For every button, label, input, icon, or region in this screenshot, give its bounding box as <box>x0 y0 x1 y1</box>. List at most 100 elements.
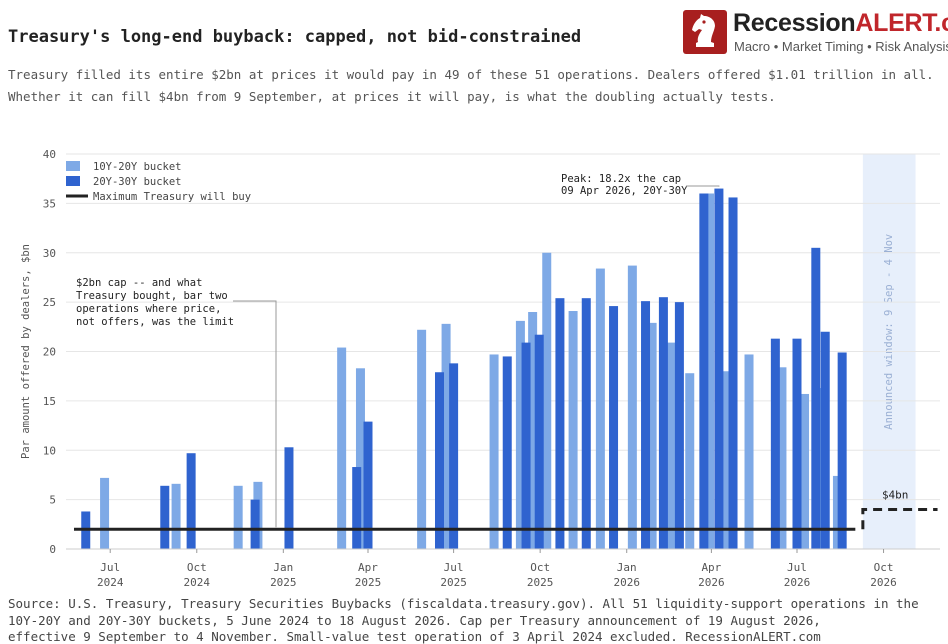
x-tick-label: Apr <box>358 561 378 574</box>
bar-10y-20y <box>337 347 347 549</box>
y-tick-label: 10 <box>43 444 56 457</box>
x-tick-label: Oct <box>874 561 894 574</box>
window-label: Announced window: 9 Sep - 4 Nov <box>883 234 895 430</box>
cap-note-leader <box>233 300 277 528</box>
x-tick-year-label: 2026 <box>784 576 811 589</box>
bar-20y-30y <box>449 363 459 549</box>
y-tick-label: 15 <box>43 395 56 408</box>
bar-10y-20y <box>647 322 657 549</box>
x-tick-label: Jul <box>444 561 464 574</box>
x-tick-year-label: 2026 <box>870 576 897 589</box>
brand-logo[interactable]: RecessionALERT.com Macro • Market Timing… <box>683 9 948 58</box>
bar-20y-30y <box>609 306 619 549</box>
y-tick-label: 35 <box>43 197 56 210</box>
legend: 10Y-20Y bucket 20Y-30Y bucket Maximum Trea… <box>66 161 251 203</box>
bar-10y-20y <box>627 265 637 549</box>
x-tick-label: Jan <box>273 561 293 574</box>
bar-20y-30y <box>770 338 780 549</box>
legend-swatch-20y-30y <box>66 176 80 186</box>
bar-10y-20y <box>800 393 810 549</box>
x-tick-label: Jul <box>100 561 120 574</box>
bar-20y-30y <box>521 342 531 549</box>
bar-20y-30y <box>728 197 738 549</box>
x-tick-year-label: 2024 <box>184 576 211 589</box>
x-tick-year-label: 2026 <box>698 576 725 589</box>
bar-10y-20y <box>441 323 451 549</box>
bar-10y-20y <box>542 252 552 549</box>
legend-label: 10Y-20Y bucket <box>93 161 182 173</box>
new-cap-line <box>861 508 938 530</box>
peak-note-leader <box>686 185 720 187</box>
brand-name-accent: ALERT.com <box>855 9 948 37</box>
source-line-1: Source: U.S. Treasury, Treasury Securiti… <box>8 596 919 611</box>
bar-10y-20y <box>233 485 243 549</box>
y-tick-label: 0 <box>49 543 56 556</box>
cap-note-text: $2bn cap -- and what <box>76 277 202 289</box>
bar-10y-20y <box>417 329 427 549</box>
x-tick-year-label: 2024 <box>97 576 124 589</box>
bar-20y-30y <box>555 298 565 549</box>
bar-20y-30y <box>714 188 724 549</box>
y-tick-label: 40 <box>43 148 56 161</box>
x-tick-year-label: 2025 <box>355 576 382 589</box>
chart-title: Treasury's long-end buyback: capped, not… <box>8 27 582 47</box>
source-line-2: 10Y-20Y and 20Y-30Y buckets, 5 June 2024… <box>8 613 821 628</box>
brand-tagline: Macro • Market Timing • Risk Analysis <box>734 39 948 54</box>
bar-10y-20y <box>489 354 499 549</box>
bar-20y-30y <box>581 298 591 549</box>
subtitle-line-1: Treasury filled its entire $2bn at price… <box>8 67 934 82</box>
bar-20y-30y <box>820 331 830 549</box>
bar-10y-20y <box>100 477 110 549</box>
x-tick-year-label: 2026 <box>613 576 640 589</box>
bar-10y-20y <box>515 320 525 549</box>
bar-20y-30y <box>658 297 668 549</box>
y-tick-label: 30 <box>43 247 56 260</box>
bar-10y-20y <box>595 268 605 549</box>
bar-20y-30y <box>160 485 170 549</box>
y-tick-label: 25 <box>43 296 56 309</box>
brand-name: RecessionALERT.com <box>733 9 948 38</box>
peak-note-text: Peak: 18.2x the cap <box>561 173 681 185</box>
bar-10y-20y <box>744 354 754 549</box>
x-tick-year-label: 2025 <box>270 576 297 589</box>
peak-note-text: 09 Apr 2026, 20Y-30Y <box>561 185 688 197</box>
chess-knight-icon <box>683 10 727 54</box>
x-tick-label: Jul <box>787 561 807 574</box>
bar-10y-20y <box>667 342 677 549</box>
cap-note-text: operations where price, <box>76 303 221 315</box>
bar-10y-20y <box>832 475 842 549</box>
legend-label: Maximum Treasury will buy <box>93 191 251 203</box>
bar-20y-30y <box>641 301 651 549</box>
bar-20y-30y <box>837 352 847 549</box>
bar-20y-30y <box>502 356 512 549</box>
bar-10y-20y <box>685 373 695 549</box>
cap-note-text: not offers, was the limit <box>76 316 234 328</box>
bar-20y-30y <box>534 334 544 549</box>
bar-20y-30y <box>434 372 444 549</box>
bar-10y-20y <box>720 371 730 549</box>
bar-20y-30y <box>186 453 196 549</box>
legend-label: 20Y-30Y bucket <box>93 176 182 188</box>
bars <box>81 188 847 549</box>
x-tick-year-label: 2025 <box>527 576 554 589</box>
bar-10y-20y <box>171 483 181 549</box>
bar-20y-30y <box>352 467 362 549</box>
brand-name-main: Recession <box>733 9 856 37</box>
cap-note-text: Treasury bought, bar two <box>76 290 228 302</box>
bar-20y-30y <box>674 302 684 549</box>
bar-10y-20y <box>705 193 715 549</box>
subtitle-line-2: Whether it can fill $4bn from 9 Septembe… <box>8 89 776 104</box>
buyback-chart: Announced window: 9 Sep - 4 Nov 05101520… <box>20 148 940 589</box>
bar-10y-20y <box>528 312 538 549</box>
bar-10y-20y <box>568 311 578 549</box>
bar-20y-30y <box>811 247 821 549</box>
y-axis-label: Par amount offered by dealers, $bn <box>20 244 32 459</box>
x-tick-label: Apr <box>701 561 721 574</box>
cap-lines <box>73 508 938 531</box>
legend-swatch-10y-20y <box>66 161 80 171</box>
bar-20y-30y <box>792 338 802 549</box>
bar-20y-30y <box>363 421 373 549</box>
bar-20y-30y <box>284 447 294 549</box>
bar-20y-30y <box>250 499 260 549</box>
